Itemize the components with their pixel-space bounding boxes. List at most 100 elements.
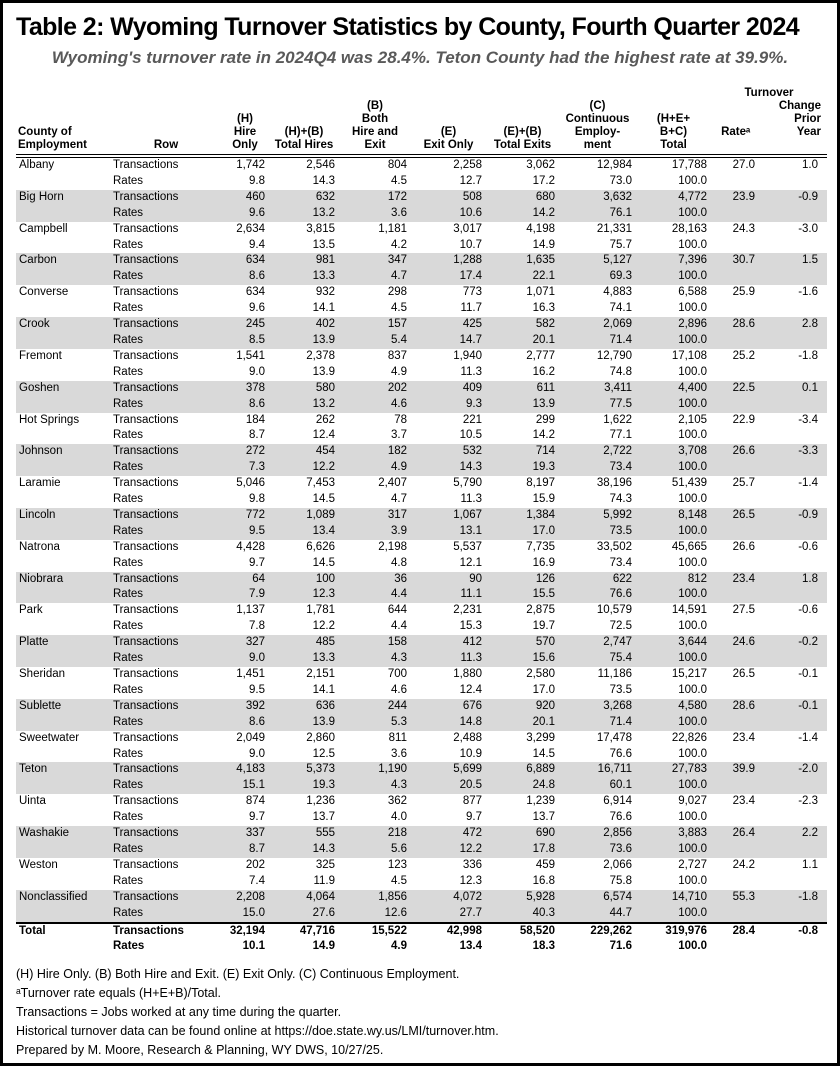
change-prior-year-cell	[759, 810, 827, 826]
value-cell: 11.9	[313, 874, 335, 887]
transactions-row: Carbon Transactions 634 981 347 1,288 1,635 5,1…	[16, 253, 828, 270]
value-cell: 19.3	[486, 460, 559, 477]
county-name-cell	[16, 428, 111, 444]
transactions-row: Sweetwater Transactions 2,049 2,860 811 2,488…	[16, 731, 827, 747]
value-cell: 3,062	[526, 159, 555, 171]
value-cell: 13.9	[269, 714, 339, 731]
rates-row: Rates 8.6 13.2 4.6 9.3 13.9 77.5 100.0	[16, 396, 828, 413]
value-cell: 12.7	[459, 174, 482, 187]
county-name-cell	[16, 619, 111, 635]
value-cell: 9.0	[249, 747, 265, 760]
value-cell: 9.7	[249, 811, 265, 824]
county-name-cell: Washakie	[16, 826, 111, 842]
value-cell: 5,537	[453, 540, 482, 553]
value-cell: 1,071	[526, 286, 555, 299]
change-prior-year-cell: -0.6	[798, 604, 819, 617]
value-cell: 3,883	[636, 826, 711, 842]
value-cell: 100	[269, 571, 339, 588]
value-cell: 2,896	[636, 317, 711, 333]
value-cell: 17.0	[486, 523, 559, 540]
value-cell: 4.7	[339, 269, 411, 286]
value-cell: 100.0	[678, 238, 707, 251]
value-cell: 32,194	[221, 921, 269, 940]
row-type-cell: Rates	[113, 493, 144, 506]
value-cell: 325	[315, 858, 335, 871]
value-cell: 7,735	[526, 540, 555, 553]
turnover-rate-cell: 23.9	[711, 189, 759, 206]
change-prior-year-cell	[759, 587, 828, 604]
value-cell: 12.2	[411, 841, 486, 858]
header-row: Row	[111, 74, 221, 158]
change-prior-year-cell: 1.8	[759, 571, 828, 588]
turnover-rate-cell	[711, 778, 759, 795]
turnover-table: County of Employment Row (H) Hire Only (…	[16, 74, 828, 955]
value-cell: 5,373	[269, 762, 339, 779]
turnover-rate-cell	[711, 174, 759, 190]
value-cell: 772	[221, 507, 269, 524]
turnover-rate-cell	[711, 841, 759, 858]
value-cell: 9.3	[411, 396, 486, 413]
row-type-cell: Transactions	[113, 668, 179, 680]
turnover-rate-cell: 28.4	[711, 921, 759, 940]
change-prior-year-cell: -1.6	[798, 286, 819, 299]
change-prior-year-cell	[759, 905, 828, 923]
county-name-cell: Platte	[16, 635, 111, 652]
value-cell: 1,880	[453, 668, 482, 680]
value-cell: 485	[269, 635, 339, 652]
row-type-cell: Transactions	[113, 540, 179, 553]
value-cell: 172	[339, 189, 411, 206]
value-cell: 347	[339, 253, 411, 270]
value-cell: 14.2	[532, 429, 555, 442]
rates-row: Rates 9.8 14.5 4.7 11.3 15.9 74.3 100.0	[16, 492, 827, 508]
value-cell: 3,632	[559, 189, 636, 206]
value-cell: 9.4	[249, 238, 265, 251]
value-cell: 36	[339, 571, 411, 588]
table-subtitle: Wyoming's turnover rate in 2024Q4 was 28…	[51, 48, 789, 67]
value-cell: 7,396	[636, 253, 711, 270]
change-prior-year-cell	[759, 332, 828, 349]
value-cell: 100.0	[636, 841, 711, 858]
rates-row: Rates 10.1 14.9 4.9 13.4 18.3 71.6 100.0	[16, 939, 827, 955]
county-name-cell: Sheridan	[19, 668, 66, 680]
value-cell: 76.6	[609, 747, 632, 760]
turnover-rate-cell	[711, 810, 759, 826]
turnover-rate-cell	[711, 238, 759, 254]
value-cell: 14,591	[671, 604, 707, 617]
change-prior-year-cell	[759, 396, 828, 413]
value-cell: 77.5	[559, 396, 636, 413]
transactions-row: Platte Transactions 327 485 158 412 570 2,747 3,…	[16, 635, 828, 652]
value-cell: 299	[535, 413, 555, 426]
value-cell: 4.6	[339, 396, 411, 413]
value-cell: 7,453	[306, 477, 335, 490]
county-name-cell	[16, 587, 111, 604]
change-prior-year-cell: -3.3	[759, 444, 828, 461]
value-cell: 28,163	[671, 222, 707, 235]
value-cell: 4.8	[391, 556, 407, 569]
value-cell: 680	[486, 189, 559, 206]
value-cell: 9.8	[249, 493, 265, 506]
change-prior-year-cell: 1.0	[802, 159, 819, 171]
value-cell: 20.5	[411, 778, 486, 795]
value-cell: 773	[462, 286, 482, 299]
value-cell: 10.1	[242, 940, 265, 953]
value-cell: 9.7	[466, 811, 482, 824]
row-type-cell: Rates	[113, 747, 144, 760]
turnover-rate-cell: 27.0	[732, 159, 755, 171]
change-prior-year-cell	[759, 939, 827, 955]
header-exit-only: (E) Exit Only	[411, 74, 486, 158]
value-cell: 14.3	[269, 841, 339, 858]
value-cell: 14.9	[532, 238, 555, 251]
row-type-cell: Rates	[113, 365, 144, 378]
change-prior-year-cell	[759, 619, 827, 635]
value-cell: 3.9	[339, 523, 411, 540]
county-name-cell: Lincoln	[16, 507, 111, 524]
value-cell: 3,268	[559, 698, 636, 715]
turnover-rate-cell	[711, 492, 759, 508]
value-cell: 76.1	[559, 205, 636, 222]
value-cell: 126	[486, 571, 559, 588]
value-cell: 13.7	[532, 811, 555, 824]
value-cell: 76.6	[609, 811, 632, 824]
value-cell: 45,665	[671, 540, 707, 553]
value-cell: 10.9	[459, 747, 482, 760]
value-cell: 100.0	[678, 302, 707, 315]
